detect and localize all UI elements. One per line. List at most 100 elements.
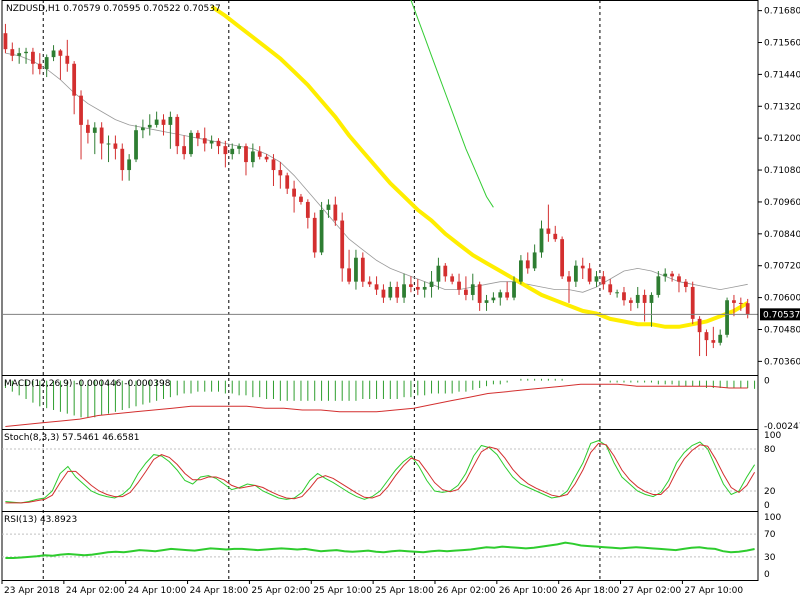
candle-body [285,175,290,189]
candle-body [120,148,125,171]
macd-label: MACD(12,26,9) -0.000446 -0.000398 [4,379,171,389]
candle-body [340,220,345,269]
candle-body [367,281,372,285]
candle-body [395,286,400,298]
candle-body [44,57,49,70]
candle-body [429,281,434,287]
candle-body [154,119,159,125]
moving-average-green [410,0,494,208]
candle-body [422,286,427,290]
macd-signal-line [5,383,748,427]
time-axis-label: 25 Apr 10:00 [313,586,372,596]
candle-body [484,300,489,303]
candle-body [457,281,461,290]
candle-body [223,146,228,155]
candle-body [670,273,674,277]
candle-body [333,204,338,221]
candle-body [264,156,269,160]
rsi-axis-label: 0 [764,570,770,580]
candle-body [237,146,241,149]
candle-body [250,151,255,163]
candle-body [202,138,207,144]
candle-body [51,50,56,58]
stoch-axis-label: 0 [764,501,770,511]
candle-body [608,284,613,293]
candle-body [498,292,503,298]
price-panel: NZDUSD,H1 0.70579 0.70595 0.70522 0.7053… [2,0,758,357]
candle-body [10,49,15,56]
candle-body [402,284,406,298]
time-axis-label: 23 Apr 2018 [4,586,60,596]
macd-axis-label: -0.002474 [764,422,800,432]
candle-body [147,124,152,128]
candle-body [690,286,695,319]
candle-body [65,55,70,64]
time-axis-label: 25 Apr 18:00 [375,586,434,596]
price-axis-label: 0.71320 [764,102,800,112]
candle-body [450,276,455,282]
candle-body [257,151,262,157]
rsi-axis-label: 30 [764,553,776,563]
candle-body [512,281,516,298]
candle-body [58,50,63,56]
candle-body [354,257,358,282]
time-axis-label: 24 Apr 18:00 [190,586,249,596]
candle-body [168,116,173,125]
candle-body [409,284,413,287]
candle-body [347,268,351,282]
candle-body [113,143,118,149]
candle-body [649,294,654,303]
price-axis-label: 0.71080 [764,166,800,176]
candle-body [17,53,22,56]
time-axis-label: 26 Apr 18:00 [561,586,620,596]
candle-body [711,340,716,343]
candle-body [573,265,578,282]
candle-body [477,284,482,303]
candle-body [92,127,97,133]
candle-body [594,276,599,282]
candle-body [175,116,180,147]
candle-body [195,132,200,139]
rsi-panel: RSI(13) 43.8923 [2,515,758,559]
candle-body [436,265,441,282]
candle-body [278,170,283,176]
candle-body [718,334,723,343]
candle-body [299,196,303,202]
rsi-line [5,541,755,559]
candle-body [704,332,709,341]
candle-body [738,302,743,304]
candle-body [360,257,365,282]
time-axis-label: 26 Apr 02:00 [437,586,496,596]
candle-body [161,119,166,125]
candle-body [656,276,661,295]
candle-body [587,268,592,282]
candle-body [525,260,530,269]
stochastic-panel: Stoch(8,3,3) 57.5461 46.6581 [2,433,758,504]
candle-body [182,146,187,155]
candle-body [553,233,558,240]
candle-body [230,148,235,155]
candle-body [209,140,214,144]
candle-body [635,294,640,303]
candle-body [539,228,544,253]
macd-panel: MACD(12,26,9) -0.000446 -0.000398 [4,378,756,427]
candle-body [79,95,83,125]
candle-body [615,292,619,294]
candle-body [381,289,386,298]
candle-body [37,63,42,70]
candle-body [312,217,317,253]
candle-body [560,239,565,277]
candle-body [415,286,420,290]
time-axis-label: 25 Apr 02:00 [251,586,310,596]
candle-body [505,292,510,298]
macd-axis-label: 0 [764,377,770,387]
rsi-axis-label: 70 [764,530,776,540]
current-price-marker [760,308,800,321]
price-axis-label: 0.71560 [764,39,800,49]
moving-average-gray [5,52,748,293]
time-axis-label: 24 Apr 02:00 [66,586,125,596]
candle-body [532,252,537,269]
price-axis-label: 0.70840 [764,230,800,240]
price-axis-label: 0.70360 [764,357,800,367]
price-axis-label: 0.70960 [764,198,800,208]
